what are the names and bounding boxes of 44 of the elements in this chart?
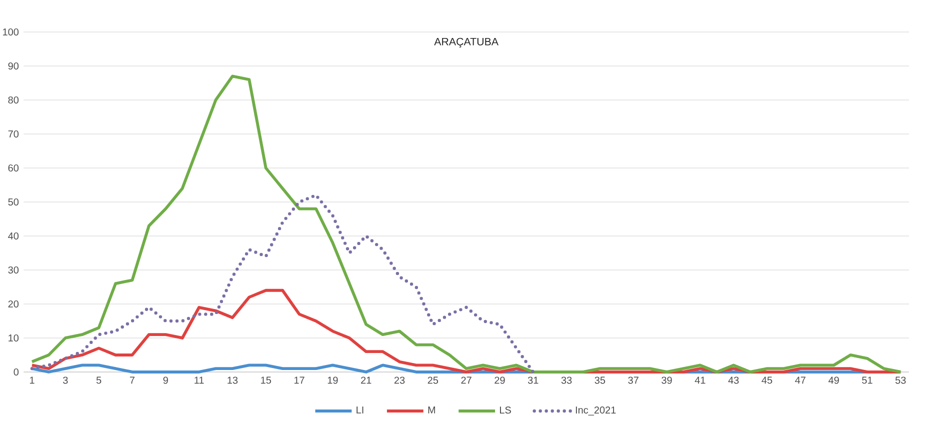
y-tick-label: 30 (8, 266, 19, 274)
x-tick-label: 33 (561, 376, 572, 384)
x-tick-label: 9 (163, 376, 168, 384)
y-tick-label: 100 (3, 28, 19, 36)
x-tick-label: 35 (594, 376, 606, 384)
x-tick-label: 37 (628, 376, 638, 384)
text: ARAÇATUBA (434, 38, 498, 48)
x-tick-label: 5 (96, 376, 102, 384)
x-tick-label: 17 (294, 376, 304, 384)
x-tick-label: 29 (494, 376, 505, 384)
legend-label: Inc_2021 (576, 406, 616, 416)
y-tick-label: 20 (8, 300, 19, 308)
legend-label: M (428, 406, 436, 414)
legend-label: LI (356, 406, 364, 414)
x-tick-label: 43 (728, 376, 739, 384)
x-tick-label: 27 (461, 376, 472, 384)
x-tick-label: 7 (130, 376, 135, 384)
y-tick-label: 80 (8, 96, 19, 104)
x-tick-label: 25 (428, 376, 438, 384)
y-tick-label: 50 (8, 198, 19, 206)
y-tick-label: 70 (8, 130, 19, 138)
x-tick-label: 31 (528, 376, 538, 384)
y-tick-label: 40 (8, 232, 19, 240)
x-tick-label: 11 (194, 376, 204, 384)
x-tick-label: 19 (328, 376, 338, 384)
y-tick-label: 90 (8, 62, 19, 70)
x-tick-label: 21 (361, 376, 372, 384)
x-tick-label: 51 (862, 376, 872, 384)
x-tick-label: 3 (63, 376, 68, 384)
x-tick-label: 49 (828, 376, 839, 384)
x-tick-label: 41 (694, 376, 706, 384)
line-series (30, 194, 535, 374)
legend-label: LS (500, 406, 511, 414)
x-tick-label: 53 (895, 376, 906, 384)
x-tick-label: 15 (261, 376, 272, 384)
x-tick-label: 1 (30, 376, 34, 384)
y-tick-label: 10 (8, 334, 19, 342)
y-tick-label: 0 (14, 368, 19, 376)
x-tick-label: 39 (662, 376, 672, 384)
x-tick-label: 23 (394, 376, 405, 384)
x-tick-label: 47 (795, 376, 806, 384)
x-tick-label: 13 (228, 376, 238, 384)
y-tick-label: 60 (8, 164, 19, 172)
x-tick-label: 45 (762, 376, 772, 384)
